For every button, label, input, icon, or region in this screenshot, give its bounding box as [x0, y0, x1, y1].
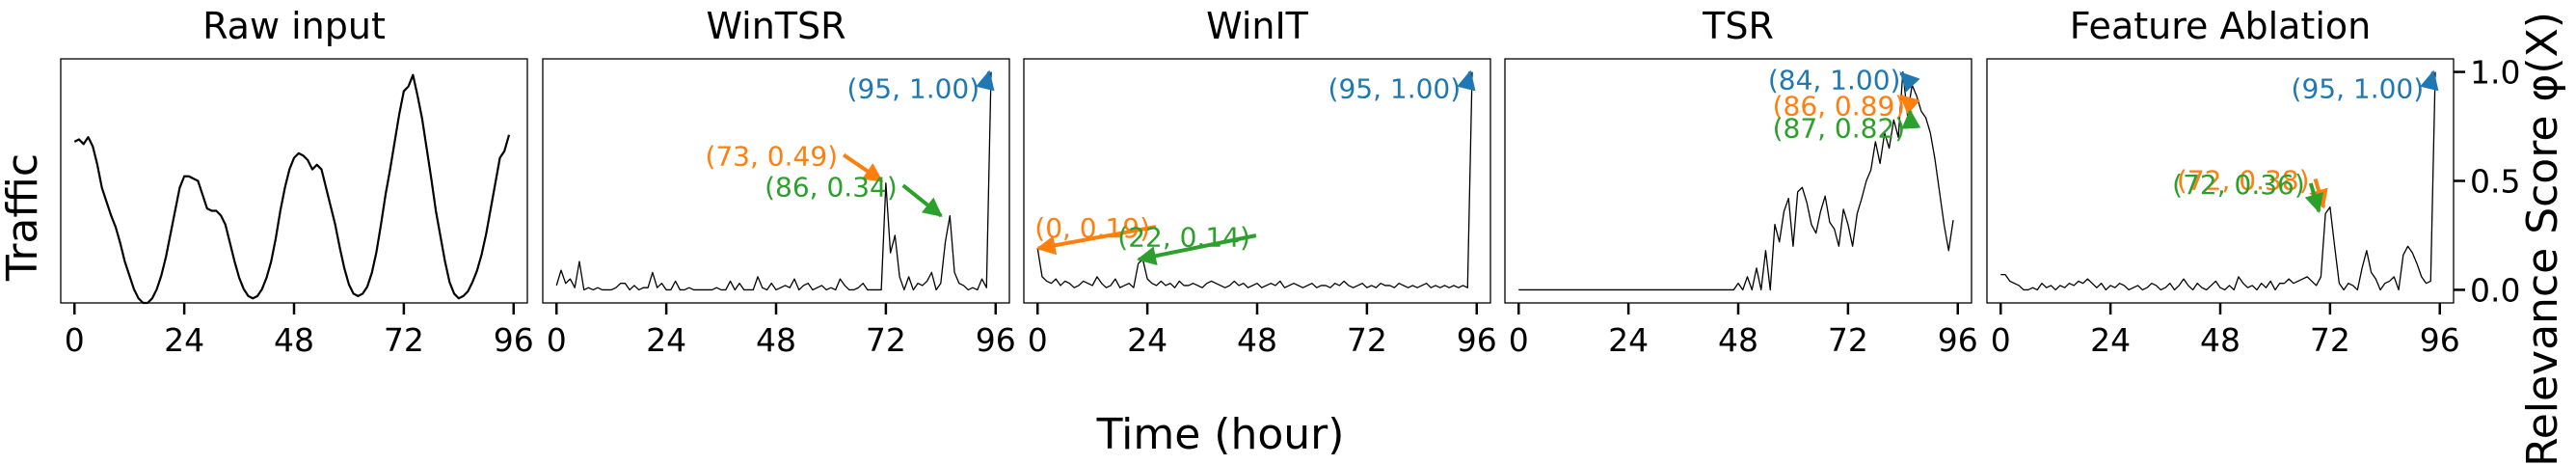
y-tick-label-right: 0.0 — [2470, 271, 2520, 309]
annotation-arrow — [976, 69, 995, 92]
panel-raw-input: Raw input 0 24 48 72 96 — [60, 5, 534, 359]
plot-frame — [60, 58, 528, 304]
y-axis-label-right: Relevance Score φ(X) — [2518, 12, 2567, 465]
annotation-arrow — [1901, 109, 1921, 129]
x-tick-label: 0 — [65, 321, 85, 359]
panel-feature-ablation: Feature Ablation 0 24 48 72 96 (95, 1.00) (72, … — [1986, 5, 2460, 359]
x-tick-label: 24 — [1608, 321, 1649, 359]
x-tick-label: 96 — [494, 321, 534, 359]
series-line — [2000, 71, 2436, 291]
annotation-label: (86, 0.89) — [1773, 91, 1906, 123]
x-tick-label: 0 — [547, 321, 567, 359]
x-tick-label: 48 — [756, 321, 796, 359]
annotation-label: (84, 1.00) — [1768, 65, 1901, 96]
annotation-label: (95, 1.00) — [847, 73, 980, 105]
right-axis: 0.0 0.5 1.0 — [2454, 54, 2520, 309]
panel-title: Raw input — [202, 5, 386, 47]
annotation-arrow — [2304, 182, 2323, 214]
x-tick-label: 96 — [1457, 321, 1497, 359]
annotation-arrow — [1035, 225, 1157, 256]
x-tick-label: 24 — [2090, 321, 2131, 359]
x-axis-label: Time (hour) — [1096, 410, 1345, 459]
annotation-label: (73, 0.49) — [705, 141, 838, 173]
panel-wintsr: WinTSR 0 24 48 72 96 (95, 1.00) (73, 0.49)(86, … — [542, 5, 1016, 359]
annotation-arrow — [2420, 69, 2439, 92]
x-tick-label: 72 — [866, 321, 906, 359]
x-tick-label: 48 — [1718, 321, 1758, 359]
annotation-label: (72, 0.38) — [2177, 165, 2310, 197]
series-line — [1036, 71, 1473, 288]
x-tick-label: 48 — [2200, 321, 2241, 359]
series-line — [73, 73, 511, 305]
panel-title: Feature Ablation — [2070, 5, 2371, 47]
panel-title: TSR — [1702, 5, 1774, 47]
annotation-arrow — [1899, 71, 1920, 93]
panel-title: WinIT — [1206, 5, 1309, 47]
y-axis-label-left: Traffic — [0, 153, 47, 282]
annotation-label: (95, 1.00) — [1328, 73, 1462, 105]
x-tick-label: 96 — [1938, 321, 1978, 359]
y-tick-label-right: 0.5 — [2470, 163, 2520, 201]
annotation-label: (95, 1.00) — [2292, 73, 2425, 105]
series-line — [1518, 70, 1954, 291]
x-tick-label: 48 — [1237, 321, 1277, 359]
panel-title: WinTSR — [706, 5, 845, 47]
panel-tsr: TSR 0 24 48 72 96 (84, 1.00)(86, 0.89)(87, 0.8… — [1504, 5, 1978, 359]
y-tick-label-right: 1.0 — [2470, 54, 2520, 92]
annotation-arrow — [1899, 94, 1920, 115]
x-tick-label: 24 — [164, 321, 204, 359]
x-tick-label: 72 — [384, 321, 424, 359]
x-tick-label: 96 — [2420, 321, 2460, 359]
x-tick-label: 72 — [1347, 321, 1387, 359]
series-line — [555, 71, 992, 291]
x-tick-label: 72 — [1828, 321, 1868, 359]
annotation-label: (86, 0.34) — [765, 171, 898, 203]
x-tick-label: 72 — [2310, 321, 2350, 359]
x-tick-label: 0 — [1991, 321, 2011, 359]
x-tick-label: 24 — [1127, 321, 1167, 359]
x-tick-label: 0 — [1028, 321, 1048, 359]
annotation-label: (87, 0.82) — [1773, 112, 1906, 144]
annotation-arrow — [1457, 69, 1476, 92]
annotation-label: (72, 0.36) — [2172, 169, 2305, 201]
panels: Raw input 0 24 48 72 96 WinTSR 0 24 48 72 96 (95, 1.… — [60, 5, 2460, 359]
x-tick-label: 48 — [274, 321, 314, 359]
annotation-arrow — [1137, 233, 1257, 266]
annotation-arrow — [842, 152, 884, 183]
annotation-arrow — [901, 183, 943, 218]
x-tick-label: 96 — [976, 321, 1016, 359]
x-tick-label: 24 — [646, 321, 686, 359]
x-tick-label: 0 — [1509, 321, 1529, 359]
